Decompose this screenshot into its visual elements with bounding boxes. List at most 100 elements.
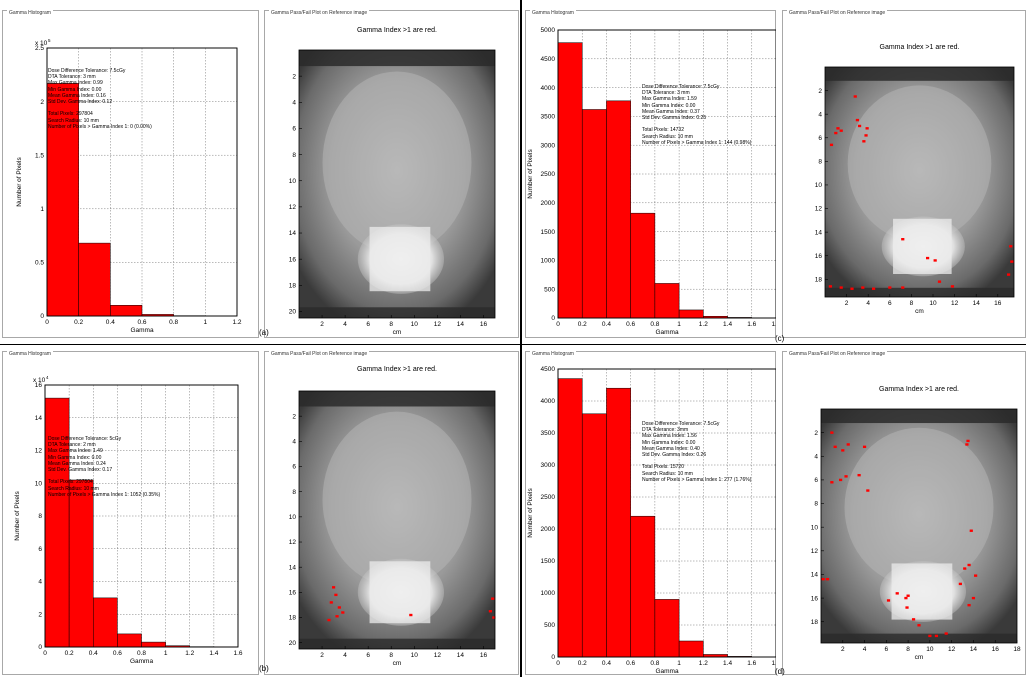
dose-image-bottom-edge (299, 307, 495, 318)
fail-pixel (836, 127, 840, 130)
x-tick-label: 1.8 (771, 660, 776, 667)
x-tick-label: 1.2 (185, 650, 194, 657)
y-exponent-power: 4 (46, 375, 49, 380)
y-tick-label: 0 (551, 315, 555, 322)
x-tick-label: 1.6 (233, 650, 242, 657)
x-tick-label: 12 (434, 321, 442, 328)
histogram-bar (117, 633, 142, 648)
stats-text-c: Dose Difference Tolerance: 7.5cGy DTA To… (642, 84, 752, 146)
fail-pixel (974, 574, 978, 577)
y-tick-label: 0 (40, 313, 44, 320)
x-tick-label: 10 (411, 652, 419, 659)
y-tick-label: 10 (811, 524, 819, 531)
image-frame (298, 49, 496, 319)
y-tick-label: 1 (40, 206, 44, 213)
x-tick-label: 0.4 (602, 321, 611, 328)
y-tick-label: 3000 (541, 142, 556, 149)
y-tick-label: 10 (35, 480, 43, 487)
y-tick-label: 14 (815, 229, 823, 236)
image-title: Gamma Index >1 are red. (357, 27, 437, 34)
fail-pixel (327, 618, 331, 622)
x-tick-label: 12 (948, 646, 956, 653)
histogram-c: 0 0.2 0.4 0.6 0.8 1 1.2 1.4 1.6 1.8 0 500 1000 1500 20… (527, 27, 776, 336)
x-tick-label: 0.8 (650, 660, 659, 667)
fail-pixel (872, 287, 876, 290)
y-tick-label: 4000 (541, 398, 556, 405)
histogram-bar (678, 640, 704, 658)
dose-image-top-edge (299, 391, 495, 407)
fail-pixel (967, 603, 971, 607)
panel-title: Gamma Pass/Fail Plot on Reference image (269, 351, 370, 357)
y-tick-label: 4500 (541, 366, 556, 373)
y-tick-label: 2000 (541, 200, 556, 207)
fail-pixel (864, 134, 868, 137)
y-tick-label: 4 (818, 111, 822, 118)
y-tick-label: 2000 (541, 526, 556, 533)
x-tick-label: 16 (480, 321, 488, 328)
x-tick-label: 6 (366, 652, 370, 659)
panel-title: Gamma Histogram (7, 351, 53, 357)
x-axis-label: Gamma (655, 329, 679, 336)
image-title: Gamma Index >1 are red. (880, 44, 960, 51)
x-tick-label: 0.8 (169, 319, 178, 326)
histogram-bar (141, 641, 166, 648)
dose-image-a: Gamma Index >1 are red. 2 4 6 8 10 12 14 16 2 4 6 8 1… (289, 27, 496, 336)
plot-frame (557, 368, 776, 658)
x-tick-label: 2 (320, 652, 324, 659)
plot-frame (44, 384, 239, 648)
dose-image-bottom-edge (825, 287, 1014, 297)
y-tick-label: 18 (289, 283, 297, 290)
y-tick-label: 14 (35, 415, 43, 422)
dose-image-top-edge (825, 67, 1014, 81)
fail-pixel (901, 286, 905, 289)
x-tick-label: 0.6 (113, 650, 122, 657)
x-tick-label: 18 (1013, 646, 1021, 653)
fail-pixel (906, 594, 910, 597)
fail-pixel (853, 95, 857, 98)
fail-pixel (335, 615, 339, 618)
x-tick-label: 12 (434, 652, 442, 659)
x-axis-label: cm (393, 329, 402, 336)
x-tick-label: 10 (411, 321, 419, 328)
histogram-bar (110, 305, 143, 317)
x-tick-label: 4 (866, 300, 870, 307)
x-tick-label: 14 (457, 652, 465, 659)
y-tick-label: 12 (815, 206, 823, 213)
x-tick-label: 0.8 (650, 321, 659, 328)
histogram-a: 0 0.2 0.4 0.6 0.8 1 1.2 0 0.5 1 1.5 2 2.5 Gamma Number… (16, 38, 242, 334)
dose-image-body (844, 427, 994, 587)
x-tick-label: 6 (885, 646, 889, 653)
dose-image-c: Gamma Index >1 are red. 2 4 6 8 10 12 14 16 2 4 6 8 1… (815, 44, 1015, 315)
fail-pixel (492, 616, 496, 619)
dose-image-d: Gamma Index >1 are red. 2 4 6 8 10 12 14 16 18 2 4 6… (811, 386, 1021, 661)
fail-pixel (491, 597, 495, 600)
fail-pixel (846, 443, 850, 446)
fail-pixel (830, 481, 834, 484)
histogram-bar (78, 242, 111, 317)
histogram-bar (93, 597, 118, 648)
y-tick-label: 6 (38, 546, 42, 553)
y-tick-label: 12 (35, 448, 43, 455)
y-tick-label: 0.5 (35, 260, 44, 267)
y-tick-label: 3500 (541, 430, 556, 437)
x-tick-label: 0.2 (578, 321, 587, 328)
y-tick-label: 2.5 (35, 45, 44, 52)
x-tick-label: 16 (994, 300, 1002, 307)
x-tick-label: 0.2 (74, 319, 83, 326)
x-tick-label: 6 (366, 321, 370, 328)
histogram-bar (557, 378, 583, 658)
image-panel-a: Gamma Pass/Fail Plot on Reference image (264, 10, 519, 338)
horizontal-divider (0, 344, 1026, 345)
y-tick-label: 1000 (541, 258, 556, 265)
fail-pixel (839, 129, 843, 132)
image-panel-b: Gamma Pass/Fail Plot on Reference image (264, 351, 519, 675)
y-tick-label: 10 (289, 514, 297, 521)
fail-pixel (937, 280, 942, 283)
x-tick-label: 6 (888, 300, 892, 307)
dose-image-bottom-edge (299, 638, 495, 649)
x-tick-label: 1.2 (699, 321, 708, 328)
histogram-bar (606, 100, 631, 319)
fail-pixel (830, 431, 834, 434)
dose-image-target (369, 226, 431, 292)
y-tick-label: 12 (289, 204, 297, 211)
